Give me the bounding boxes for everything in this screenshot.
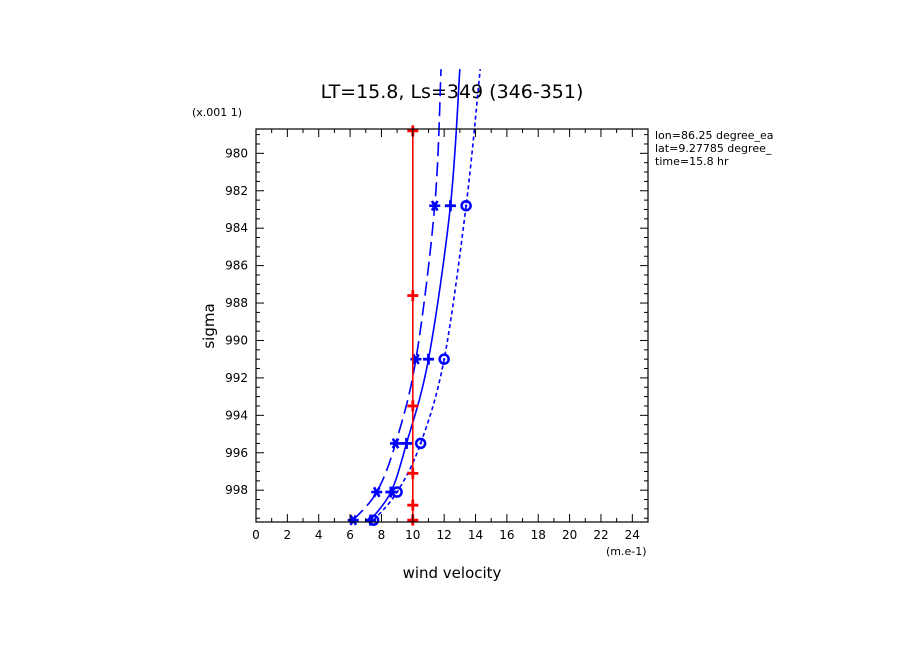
y-tick-label: 986 xyxy=(225,259,248,273)
series-3-point-3 xyxy=(407,400,419,412)
series-0-point-4 xyxy=(444,200,456,212)
y-tick-label: 996 xyxy=(225,446,248,460)
star-marker-arm xyxy=(391,437,400,449)
x-tick-label: 24 xyxy=(625,528,640,542)
info-line-lat: lat=9.27785 degree_ xyxy=(655,142,772,155)
circle-marker xyxy=(367,514,380,526)
x-tick-label: 18 xyxy=(531,528,546,542)
x-tick-label: 2 xyxy=(284,528,292,542)
series-2-point-3 xyxy=(438,353,450,365)
series-2-line xyxy=(372,69,482,521)
series-3-point-2 xyxy=(407,467,419,479)
x-tick-label: 22 xyxy=(593,528,608,542)
x-unit-label: (m.e-1) xyxy=(606,545,647,558)
series-3 xyxy=(407,125,419,526)
circle-marker-dot xyxy=(419,442,422,445)
info-line-lon: lon=86.25 degree_ea xyxy=(655,129,774,142)
axes-layer: 0 2 4 6 8 10 12 14 16 18 20 22 249809829849869889909… xyxy=(225,128,649,542)
y-scale-label: (x.001 1) xyxy=(192,106,242,119)
series-1 xyxy=(347,69,442,526)
plot-frame xyxy=(255,128,649,523)
star-marker-arm xyxy=(412,353,420,365)
series-2 xyxy=(367,69,482,526)
series-1-point-2 xyxy=(390,437,402,449)
series-2-point-1 xyxy=(391,486,403,498)
circle-marker-dot xyxy=(442,357,446,361)
y-axis-title: sigma xyxy=(200,303,218,348)
series-1-point-0 xyxy=(347,514,359,526)
chart-title: LT=15.8, Ls=349 (346-351) xyxy=(321,81,584,103)
series-3-point-4 xyxy=(407,290,419,302)
star-marker-arm xyxy=(430,200,439,212)
circle-marker xyxy=(460,199,472,212)
y-tick-label: 980 xyxy=(225,146,248,160)
x-tick-label: 16 xyxy=(499,528,514,542)
series-0-point-2 xyxy=(401,437,413,449)
series-1-line xyxy=(352,69,442,521)
series-1-point-4 xyxy=(429,200,441,212)
y-tick-label: 992 xyxy=(225,371,248,385)
circle-marker-dot xyxy=(464,204,468,207)
y-tick-label: 990 xyxy=(225,333,248,347)
x-tick-label: 20 xyxy=(562,528,577,542)
y-tick-label: 984 xyxy=(225,221,248,235)
series-1-point-1 xyxy=(371,486,383,498)
x-tick-label: 14 xyxy=(468,528,483,542)
series-layer xyxy=(347,69,482,526)
series-2-point-0 xyxy=(367,514,380,526)
x-tick-label: 8 xyxy=(378,528,386,542)
circle-marker-dot xyxy=(395,490,399,494)
x-tick-label: 4 xyxy=(315,528,323,542)
x-tick-label: 0 xyxy=(252,528,260,542)
series-0-point-1 xyxy=(385,486,397,498)
circle-marker xyxy=(438,353,450,365)
y-tick-label: 998 xyxy=(225,483,248,497)
star-marker-arm xyxy=(349,514,358,526)
series-2-point-2 xyxy=(414,437,427,450)
x-tick-label: 12 xyxy=(437,528,452,542)
circle-marker-dot xyxy=(372,518,375,522)
x-axis-title: wind velocity xyxy=(403,564,502,582)
series-0-point-3 xyxy=(422,353,434,365)
circle-marker xyxy=(391,486,403,498)
info-line-time: time=15.8 hr xyxy=(655,155,729,168)
y-tick-label: 982 xyxy=(225,184,248,198)
star-marker-arm xyxy=(372,486,381,498)
series-3-point-1 xyxy=(407,499,419,511)
y-tick-label: 994 xyxy=(225,408,248,422)
series-2-point-4 xyxy=(460,199,472,212)
y-tick-label: 988 xyxy=(225,296,248,310)
x-tick-label: 6 xyxy=(346,528,354,542)
circle-marker xyxy=(414,437,427,450)
x-tick-label: 10 xyxy=(405,528,420,542)
